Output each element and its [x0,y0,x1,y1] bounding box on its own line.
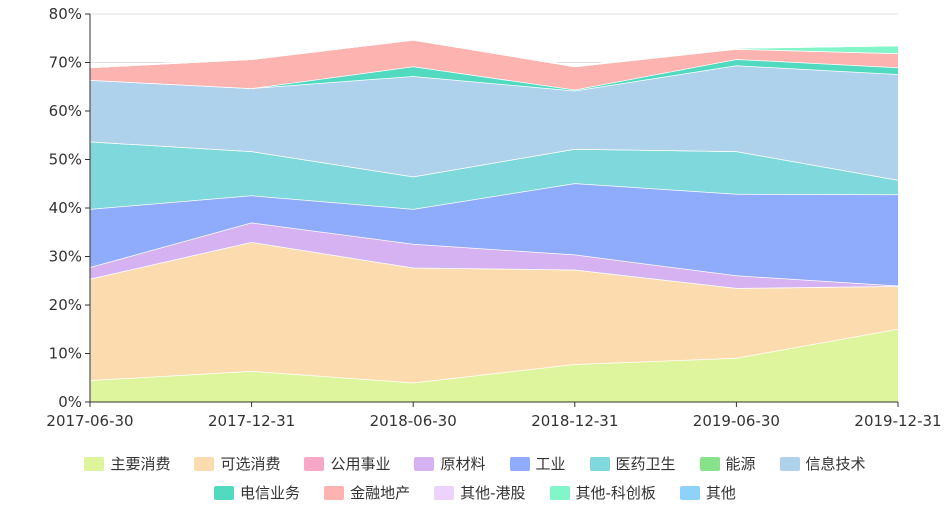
x-tick-label: 2019-12-31 [854,412,941,430]
legend-item[interactable]: 信息技术 [779,453,866,474]
legend-swatch [509,456,530,471]
legend-row-2: 电信业务 金融地产 其他-港股 其他-科创板 其他 [0,482,950,503]
area-9 [90,39,898,90]
x-tick-label: 2019-06-30 [693,412,780,430]
legend-item[interactable]: 医药卫生 [589,453,676,474]
legend-label: 能源 [725,455,756,473]
legend-label: 医药卫生 [615,455,676,473]
legend-swatch [194,456,215,471]
legend-item[interactable]: 工业 [509,453,566,474]
area-4 [90,183,898,286]
legend-row-1: 主要消费 可选消费 公用事业 原材料 工业 医药卫生 能源 信息技术 [0,453,950,474]
legend-label: 原材料 [440,455,486,473]
area-5 [90,141,898,209]
legend-swatch [414,456,435,471]
legend-item[interactable]: 公用事业 [304,453,390,474]
legend-swatch [779,456,800,471]
legend-item[interactable]: 金融地产 [324,482,410,503]
legend-label: 公用事业 [330,455,391,473]
legend-item[interactable]: 其他 [679,482,736,503]
area-0 [90,328,898,402]
legend-swatch [434,485,455,500]
y-tick-label: 50% [49,151,82,169]
legend-label: 其他 [705,484,736,502]
x-tick-label: 2017-06-30 [46,412,133,430]
area-3 [90,222,898,289]
legend-label: 其他-港股 [460,484,526,502]
legend-item[interactable]: 原材料 [414,453,486,474]
y-tick-label: 10% [49,345,82,363]
y-tick-label: 0% [58,393,82,411]
legend-item[interactable]: 能源 [699,453,756,474]
x-tick-label: 2018-06-30 [370,412,457,430]
legend-label: 金融地产 [350,484,411,502]
legend-label: 信息技术 [805,455,866,473]
legend-swatch [214,485,235,500]
legend-item[interactable]: 其他-科创板 [549,482,656,503]
legend-item[interactable]: 可选消费 [194,453,280,474]
area-7 [90,65,898,180]
y-tick-label: 80% [49,5,82,23]
legend-swatch [679,485,700,500]
legend-swatch [304,456,325,471]
y-tick-label: 70% [49,54,82,72]
legend-item[interactable]: 其他-港股 [434,482,526,503]
area-1 [90,241,898,383]
legend-item[interactable]: 主要消费 [84,453,170,474]
y-tick-label: 30% [49,248,82,266]
y-tick-label: 20% [49,296,82,314]
legend-label: 其他-科创板 [575,484,656,502]
legend-swatch [699,456,720,471]
legend-swatch [549,485,570,500]
y-tick-label: 60% [49,102,82,120]
legend-swatch [84,456,105,471]
legend-item[interactable]: 电信业务 [214,482,300,503]
series-line-12 [89,38,899,69]
x-tick-label: 2017-12-31 [208,412,295,430]
legend-label: 主要消费 [110,455,171,473]
y-tick-label: 40% [49,199,82,217]
legend-swatch [324,485,345,500]
stacked-area-chart: 0% 10% 20% 30% 40% 50% 60% 70% 80% 2017-06-30 2017… [46,5,941,430]
x-tick-label: 2018-12-31 [531,412,618,430]
legend-label: 可选消费 [220,455,281,473]
legend-swatch [589,456,610,471]
legend-label: 工业 [535,455,566,473]
legend-label: 电信业务 [240,484,301,502]
